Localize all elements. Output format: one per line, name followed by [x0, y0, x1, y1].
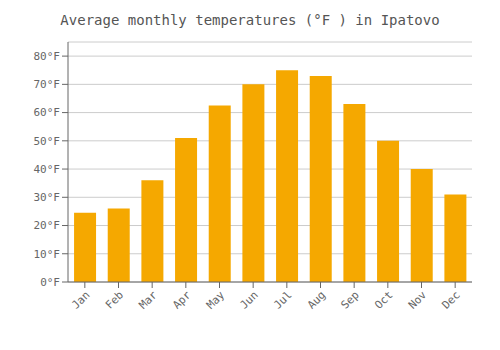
svg-text:70°F: 70°F [34, 78, 61, 91]
svg-text:80°F: 80°F [34, 50, 61, 63]
svg-text:Oct: Oct [372, 288, 395, 311]
svg-text:50°F: 50°F [34, 135, 61, 148]
svg-text:Apr: Apr [170, 288, 194, 312]
svg-text:Aug: Aug [305, 288, 328, 311]
svg-text:40°F: 40°F [34, 163, 61, 176]
svg-text:Nov: Nov [406, 288, 430, 312]
svg-text:30°F: 30°F [34, 191, 61, 204]
svg-text:Mar: Mar [137, 288, 161, 312]
svg-text:10°F: 10°F [34, 248, 61, 261]
svg-text:Dec: Dec [440, 288, 463, 311]
svg-text:0°F: 0°F [40, 276, 60, 289]
svg-text:60°F: 60°F [34, 106, 61, 119]
svg-text:Jul: Jul [271, 288, 294, 311]
html-text:Average monthly temperatures (: Average monthly temperatures (°F ) in Ip… [60, 12, 440, 28]
svg-text:Jun: Jun [238, 288, 261, 311]
svg-text:20°F: 20°F [34, 219, 61, 232]
svg-text:Sep: Sep [339, 288, 362, 311]
svg-text:Jan: Jan [69, 288, 92, 311]
svg-text:May: May [204, 288, 228, 312]
svg-text:Feb: Feb [103, 288, 126, 311]
